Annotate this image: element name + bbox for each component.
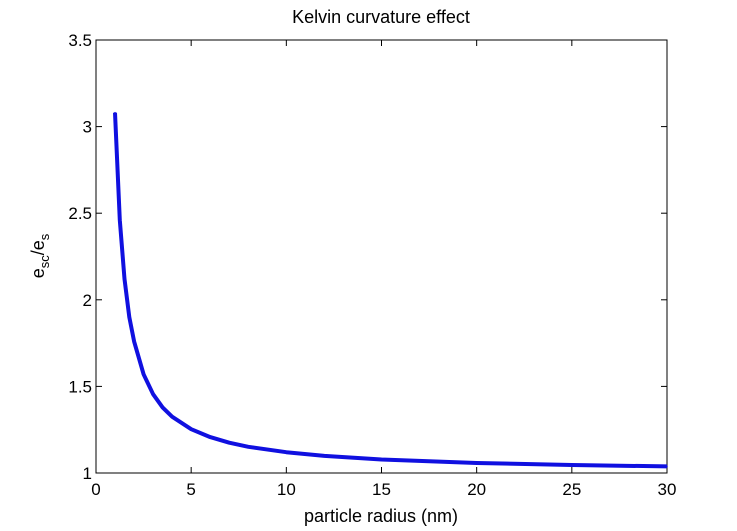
data-point — [123, 278, 126, 280]
plot-area — [95, 39, 668, 474]
x-tick-label: 10 — [277, 480, 296, 499]
data-point — [247, 446, 250, 448]
y-axis-title-sub2: s — [37, 233, 52, 240]
data-points — [114, 111, 668, 468]
tick-labels: 0 5 10 15 20 25 30 1 1.5 2 2.5 3 3.5 — [68, 31, 676, 499]
x-tick-label: 15 — [372, 480, 391, 499]
x-tick-label: 20 — [467, 480, 486, 499]
axis-ticks — [95, 39, 668, 474]
data-point — [161, 406, 164, 409]
data-point — [666, 465, 668, 468]
data-point — [571, 464, 573, 466]
data-point — [228, 441, 230, 444]
data-point — [133, 340, 135, 343]
x-axis-title: particle radius (nm) — [304, 506, 458, 526]
data-point — [128, 316, 131, 318]
x-tick-label: 30 — [658, 480, 677, 499]
data-point — [171, 415, 173, 418]
data-point — [380, 458, 383, 461]
data-point — [285, 451, 288, 454]
y-tick-label: 3.5 — [68, 31, 92, 50]
y-axis-title-base1: e — [28, 268, 48, 278]
data-point — [323, 455, 326, 457]
data-point — [142, 373, 145, 376]
data-point — [190, 428, 192, 431]
y-axis-title-base2: e — [28, 240, 48, 250]
y-axis-title-sub1: sc — [37, 255, 52, 269]
y-tick-label: 1 — [83, 464, 92, 483]
x-tick-label: 5 — [186, 480, 195, 499]
y-tick-label: 1.5 — [68, 377, 92, 396]
y-tick-label: 2 — [83, 291, 92, 310]
x-tick-label: 25 — [562, 480, 581, 499]
data-point — [209, 436, 211, 438]
y-axis-title-sep: / — [28, 250, 48, 255]
y-tick-label: 2.5 — [68, 204, 92, 223]
y-tick-label: 3 — [83, 118, 92, 137]
chart-title: Kelvin curvature effect — [292, 7, 470, 27]
data-point — [119, 219, 121, 221]
data-point — [114, 111, 116, 114]
y-axis-title: esc/es — [28, 233, 52, 278]
data-point — [475, 462, 478, 464]
data-point — [152, 393, 154, 396]
x-tick-label: 0 — [91, 480, 100, 499]
